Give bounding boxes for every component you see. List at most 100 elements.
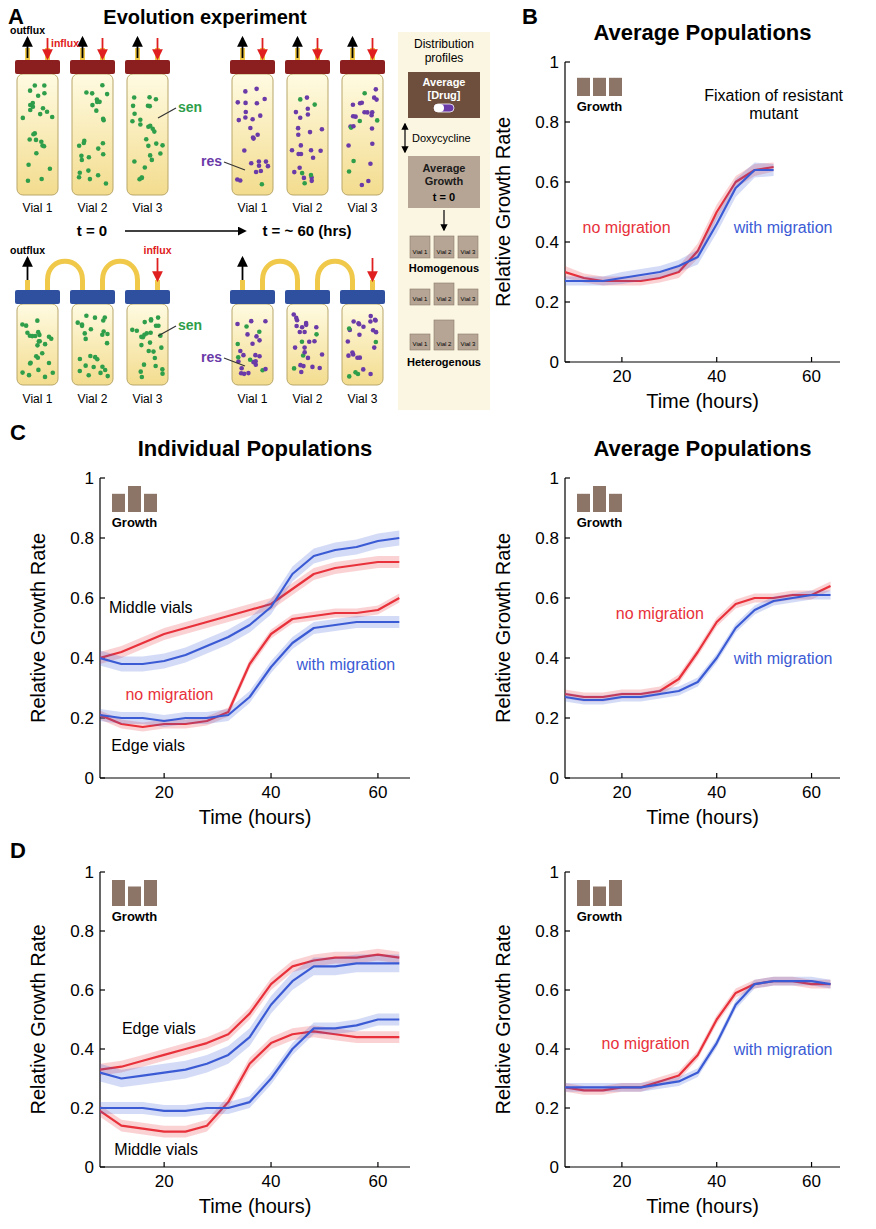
growth-box: [408, 156, 480, 208]
tube: [295, 280, 300, 290]
cell-dot: [100, 83, 105, 88]
cell-dot: [312, 102, 317, 107]
cell-dot: [235, 322, 240, 327]
cell-dot: [293, 345, 298, 350]
migration-tube: [318, 261, 353, 280]
cell-dot: [33, 83, 38, 88]
vial-cap: [70, 60, 115, 74]
cell-dot: [21, 116, 26, 121]
y-tick-label: 0.2: [70, 1099, 94, 1118]
y-tick-label: 0: [85, 769, 94, 788]
cell-dot: [142, 320, 147, 325]
cell-dot: [300, 325, 305, 330]
cell-dot: [91, 365, 96, 370]
text-line: Edge vials: [122, 1020, 196, 1037]
pointer-line: [224, 162, 245, 170]
icon-bar: [609, 494, 622, 512]
cell-dot: [138, 122, 143, 127]
cell-dot: [239, 366, 244, 371]
cell-dot: [94, 108, 99, 113]
cell-dot: [38, 112, 43, 117]
sen-label: sen: [178, 317, 202, 333]
y-tick: [565, 61, 570, 62]
cell-dot: [374, 97, 379, 102]
cell-dot: [138, 369, 143, 374]
x-tick: [621, 1162, 622, 1167]
y-tick-label: 0.2: [70, 709, 94, 728]
x-tick-label: 20: [612, 1172, 631, 1191]
cell-dot: [146, 124, 151, 129]
vial-body: [127, 304, 168, 385]
vial-cap: [15, 290, 60, 304]
vial: [70, 290, 115, 385]
y-axis-line: [99, 872, 100, 1167]
vial-cap: [15, 60, 60, 74]
vial-label: Vial 1: [23, 201, 53, 215]
cell-dot: [257, 159, 262, 164]
cell-dot: [28, 108, 33, 113]
annotation: with migration: [296, 656, 396, 673]
y-tick: [100, 1166, 105, 1167]
pill: [434, 104, 454, 112]
cell-dot: [77, 170, 82, 175]
influx-label: influx: [144, 244, 172, 256]
y-tick: [100, 871, 105, 872]
y-tick-label: 0.4: [535, 649, 559, 668]
y-tick-label: 1: [550, 469, 559, 488]
cell-dot: [290, 148, 295, 153]
cell-dot: [351, 319, 356, 324]
cell-dot: [132, 111, 137, 116]
x-axis-line: [565, 1166, 840, 1167]
cell-dot: [98, 371, 103, 376]
y-tick: [565, 361, 570, 362]
error-band: [100, 1014, 399, 1117]
cell-dot: [151, 349, 156, 354]
x-axis-title: Time (hours): [199, 1195, 312, 1217]
cell-dot: [253, 362, 258, 367]
cell-dot: [140, 375, 145, 380]
y-tick-label: 0.2: [535, 709, 559, 728]
cell-dot: [251, 136, 256, 141]
vial-label: Vial 2: [293, 201, 323, 215]
cell-dot: [101, 152, 106, 157]
icon-bar: [593, 887, 606, 907]
vial-box-label: Vial 3: [461, 249, 477, 255]
text-line: Middle vials: [109, 599, 193, 616]
vial: [230, 290, 275, 385]
cell-dot: [148, 153, 153, 158]
vial: [15, 290, 60, 385]
series-line: [100, 1020, 399, 1111]
influx-arrow: [157, 258, 159, 280]
vial-body: [17, 304, 58, 385]
x-axis-line: [565, 361, 840, 362]
cell-dot: [238, 178, 243, 183]
data-group: [565, 977, 831, 1095]
outflux-arrow: [27, 258, 29, 280]
y-tick: [565, 657, 570, 658]
vial-box: [434, 236, 454, 258]
y-tick: [565, 301, 570, 302]
x-tick-label: 20: [612, 367, 631, 386]
cell-dot: [75, 320, 80, 325]
cell-dot: [302, 330, 307, 335]
cell-dot: [82, 331, 87, 336]
y-tick-label: 0.8: [70, 922, 94, 941]
cell-dot: [50, 371, 55, 376]
cell-dot: [20, 322, 25, 327]
vial-cap: [285, 290, 330, 304]
data-group: [100, 949, 399, 1138]
vial-box: [410, 289, 430, 305]
annotation: no migration: [583, 219, 671, 236]
cell-dot: [87, 155, 92, 160]
icon-label: Growth: [112, 515, 158, 530]
cell-dot: [368, 161, 373, 166]
x-tick-label: 60: [368, 783, 387, 802]
icon-bar: [593, 78, 606, 96]
drug-label: Average[Drug]: [422, 76, 465, 101]
cell-dot: [304, 323, 309, 328]
cell-dot: [88, 177, 93, 182]
y-tick-label: 0.8: [70, 529, 94, 548]
cell-dot: [254, 87, 259, 92]
y-tick-label: 0.4: [70, 1040, 94, 1059]
panel-letter: D: [10, 838, 26, 863]
